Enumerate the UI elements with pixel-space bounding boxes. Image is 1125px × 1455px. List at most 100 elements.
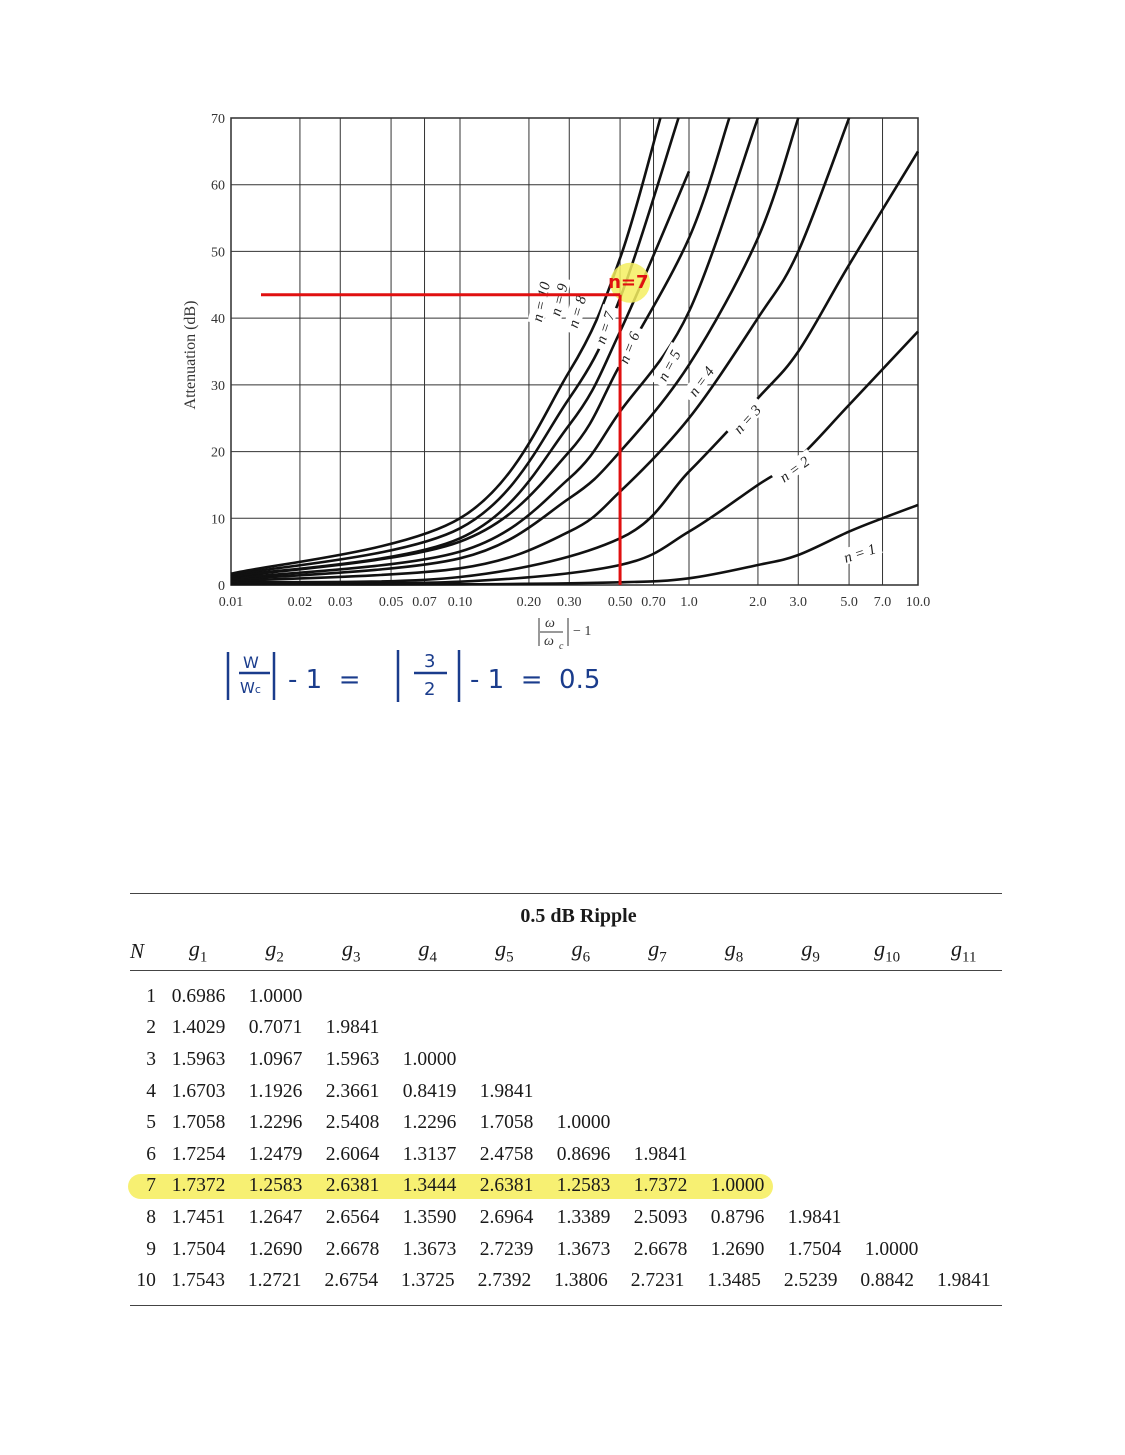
cell-g2: 1.2690: [248, 1238, 303, 1260]
chart-grid: [230, 117, 919, 586]
svg-text:ω: ω: [545, 616, 555, 631]
cell-g2: 1.2583: [248, 1175, 303, 1197]
cell-g5: 2.6381: [479, 1175, 534, 1197]
table-bottom-rule: [130, 1304, 1002, 1306]
cell-g3: 1.5963: [325, 1048, 380, 1070]
cell-g7: 1.9841: [633, 1143, 688, 1165]
row-n: 9: [146, 1238, 156, 1260]
cell-g2: 1.2721: [247, 1270, 302, 1292]
cell-g1: 1.5963: [171, 1048, 226, 1070]
cell-g5: 2.7239: [479, 1238, 534, 1260]
x-tick-label: 10.0: [906, 595, 931, 610]
cell-g4: 1.3137: [402, 1143, 457, 1165]
table-row: 8 1.7451 1.2647 2.6564 1.3590 2.6964 1.3389 2.5…: [130, 1202, 1002, 1234]
chart-frame: [230, 117, 919, 586]
x-tick-label: 0.05: [379, 595, 404, 610]
header-n: N: [130, 938, 145, 963]
x-tick-label: 3.0: [790, 595, 808, 610]
cell-g2: 1.2296: [248, 1112, 303, 1134]
cell-g8: 1.0000: [710, 1175, 765, 1197]
handwritten-equation: W Wc - 1 = 3 2 - 1 = 0.5: [226, 650, 600, 702]
cell-g8: 1.2690: [710, 1238, 765, 1260]
curve-label-bg: [680, 358, 720, 404]
x-tick-label: 5.0: [840, 595, 858, 610]
curve-label-bg: [650, 341, 686, 389]
x-tick-label: 2.0: [749, 595, 767, 610]
row-n: 8: [146, 1206, 156, 1228]
table-header-rule: [130, 970, 1002, 971]
cell-g1: 1.7543: [171, 1270, 225, 1292]
header-g10: g10: [874, 935, 901, 966]
chart-ticks: 0 10 20 30 40 50 60 70 0.01 0.02 0.03 0.05 0.07 0.10 0…: [211, 112, 930, 610]
header-g7: g7: [648, 935, 667, 966]
y-tick-label: 0: [218, 579, 225, 594]
table-row: 4 1.6703 1.1926 2.3661 0.8419 1.9841: [130, 1076, 1002, 1108]
row-n: 7: [146, 1175, 156, 1197]
x-tick-label: 0.10: [448, 595, 473, 610]
header-g8: g8: [724, 935, 744, 966]
y-tick-label: 60: [211, 179, 225, 194]
x-axis-label-suffix: − 1: [573, 624, 591, 639]
equation-right-part: - 1 = 0.5: [470, 665, 600, 695]
cell-g6: 1.3389: [556, 1206, 611, 1228]
row-n: 4: [146, 1080, 156, 1102]
curve-label-bg: [562, 288, 590, 335]
y-tick-label: 20: [211, 446, 225, 461]
svg-text:ω: ω: [544, 634, 554, 649]
cell-g9: 1.7504: [787, 1238, 842, 1260]
x-tick-label: 0.70: [641, 595, 666, 610]
svg-text:W: W: [243, 653, 259, 672]
cell-g10: 0.8842: [860, 1270, 914, 1292]
table-row: 3 1.5963 1.0967 1.5963 1.0000: [130, 1044, 1002, 1076]
table-body: 1 0.6986 1.0000 2 1.4029 0.7071 1.9841 3 1.5963 1…: [128, 971, 1002, 1305]
x-tick-label: 0.07: [412, 595, 437, 610]
cell-g5: 2.6964: [479, 1206, 534, 1228]
header-g11: g11: [951, 935, 977, 966]
red-crosshair-annotation: n=7: [261, 262, 651, 585]
series-line-n9: [230, 117, 680, 577]
row-n: 3: [146, 1048, 156, 1070]
attenuation-chart: n = 1n = 2n = 3n = 4n = 5n = 6n = 7n = 8…: [182, 112, 930, 702]
table-row: 1 0.6986 1.0000: [130, 981, 1002, 1013]
cell-g2: 1.2647: [248, 1206, 303, 1228]
y-tick-label: 10: [211, 512, 225, 527]
cell-g9: 2.5239: [783, 1270, 838, 1292]
header-g6: g6: [571, 935, 591, 966]
series-line-n4: [230, 117, 851, 583]
cell-g3: 2.5408: [325, 1112, 380, 1134]
table-top-rule: [130, 893, 1002, 894]
fraction-denominator: 2: [424, 679, 435, 700]
x-tick-label: 0.20: [517, 595, 542, 610]
cell-g6: 0.8696: [556, 1143, 611, 1165]
cell-g7: 2.5093: [633, 1206, 688, 1228]
y-tick-label: 30: [211, 379, 225, 394]
cell-g8: 1.3485: [707, 1270, 761, 1292]
cell-g5: 2.7392: [477, 1270, 532, 1292]
cell-g3: 2.6381: [325, 1175, 380, 1197]
cell-g8: 0.8796: [710, 1206, 765, 1228]
cell-g3: 2.6064: [325, 1143, 380, 1165]
curve-label-bg: [835, 537, 883, 567]
cell-g4: 1.3725: [401, 1270, 455, 1292]
cell-g4: 0.8419: [402, 1080, 457, 1102]
x-axis-label: ω ω c − 1: [538, 616, 591, 652]
curve-label-n1: n = 1: [842, 541, 878, 566]
equation-left-part: - 1 =: [288, 665, 361, 695]
table-row: 6 1.7254 1.2479 2.6064 1.3137 2.4758 0.8696 1.9…: [130, 1139, 1002, 1171]
row-n: 1: [146, 985, 156, 1007]
cell-g1: 1.4029: [171, 1017, 226, 1039]
series-line-n6: [230, 117, 760, 580]
cell-g6: 1.2583: [556, 1175, 611, 1197]
curve-label-bg: [544, 276, 572, 323]
cell-g2: 1.1926: [248, 1080, 303, 1102]
table-row: 7 1.7372 1.2583 2.6381 1.3444 2.6381 1.2583 1.7…: [128, 1171, 1002, 1203]
x-tick-label: 0.30: [557, 595, 582, 610]
cell-g10: 1.0000: [864, 1238, 919, 1260]
series-line-n3: [230, 150, 920, 584]
row-highlight: [128, 1173, 773, 1199]
fraction-numerator: 3: [424, 651, 435, 672]
curve-label-n9: n = 9: [548, 282, 572, 318]
row-n: 10: [136, 1270, 156, 1292]
cell-g9: 1.9841: [787, 1206, 842, 1228]
header-g2: g2: [265, 935, 284, 966]
